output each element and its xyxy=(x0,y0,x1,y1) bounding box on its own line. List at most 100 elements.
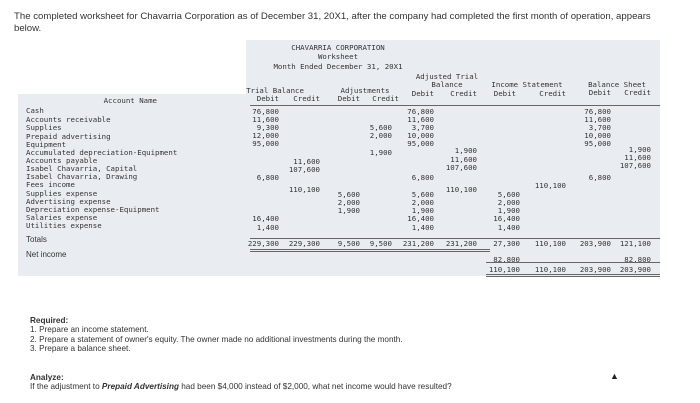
cell-value: 1,900 xyxy=(411,206,434,215)
cell-value: 203,900 xyxy=(579,239,611,248)
account-name: Salaries expense xyxy=(26,213,98,222)
rule-line xyxy=(486,274,660,277)
cell-value: 3,700 xyxy=(588,123,611,132)
cell-value: 95,000 xyxy=(407,139,434,148)
final-total-value: 110,100 xyxy=(488,265,520,274)
worksheet-period: Month Ended December 31, 20X1 xyxy=(273,62,403,71)
cell-value: 121,100 xyxy=(619,239,651,248)
cell-value: 5,600 xyxy=(411,190,434,199)
cell-value: 1,900 xyxy=(337,206,360,215)
cell-value: 2,000 xyxy=(337,198,360,207)
cell-value: 6,800 xyxy=(588,173,611,182)
cell-value: 76,800 xyxy=(252,107,279,116)
cell-value: 9,300 xyxy=(256,123,279,132)
header-credit: Credit xyxy=(450,89,477,98)
cell-value: 110,100 xyxy=(534,181,566,190)
header-adjusted-trial: Balance xyxy=(431,80,463,89)
account-name: Prepaid advertising xyxy=(26,132,111,141)
required-item: 2. Prepare a statement of owner's equity… xyxy=(30,334,403,344)
cell-value: 11,600 xyxy=(624,153,651,162)
cell-value: 16,400 xyxy=(407,214,434,223)
header-income-statement: Income Statement xyxy=(491,80,563,89)
header-trial-balance: Trial Balance xyxy=(246,86,304,95)
header-debit: Debit xyxy=(256,94,279,103)
required-heading: Required: xyxy=(30,316,69,325)
cell-value: 76,800 xyxy=(584,107,611,116)
cell-value: 1,900 xyxy=(454,146,477,155)
cell-value: 1,900 xyxy=(497,206,520,215)
account-name: Cash xyxy=(26,106,44,115)
cell-value: 107,600 xyxy=(619,161,651,170)
header-debit: Debit xyxy=(588,88,611,97)
account-name: Accounts payable xyxy=(26,156,98,165)
cell-value: 82,800 xyxy=(624,255,651,264)
header-balance-sheet: Balance Sheet xyxy=(588,80,646,89)
cell-value: 10,000 xyxy=(584,131,611,140)
header-debit: Debit xyxy=(493,89,516,98)
cell-value: 11,600 xyxy=(407,115,434,124)
worksheet-title: Worksheet xyxy=(317,52,359,61)
cell-value: 95,000 xyxy=(584,139,611,148)
cell-value: 10,000 xyxy=(407,131,434,140)
required-item: 3. Prepare a balance sheet. xyxy=(30,344,131,354)
rule-line xyxy=(486,262,660,263)
cell-value: 5,600 xyxy=(497,190,520,199)
rule-line xyxy=(250,105,660,106)
final-total-value: 203,900 xyxy=(619,265,651,274)
cell-value: 2,000 xyxy=(497,198,520,207)
header-adjustments: Adjustments xyxy=(340,86,390,95)
cell-value: 1,400 xyxy=(256,223,279,232)
cell-value: 9,500 xyxy=(337,239,360,248)
cell-value: 5,600 xyxy=(369,123,392,132)
cell-value: 107,600 xyxy=(445,163,477,172)
account-name: Totals xyxy=(26,235,47,244)
rule-line xyxy=(250,249,490,252)
account-name: Accounts receivable xyxy=(26,115,111,124)
cell-value: 11,600 xyxy=(450,155,477,164)
account-name: Supplies expense xyxy=(26,189,98,198)
cell-value: 107,600 xyxy=(288,165,320,174)
header-debit: Debit xyxy=(411,89,434,98)
required-item: 1. Prepare an income statement. xyxy=(30,325,149,335)
final-total-value: 110,100 xyxy=(534,265,566,274)
account-name: Advertising expense xyxy=(26,197,111,206)
cell-value: 1,900 xyxy=(369,148,392,157)
cell-value: 231,200 xyxy=(445,239,477,248)
cell-value: 2,000 xyxy=(411,198,434,207)
required-section: Required: 1. Prepare an income statement… xyxy=(30,316,403,354)
cell-value: 110,100 xyxy=(445,185,477,194)
cell-value: 1,400 xyxy=(411,223,434,232)
cell-value: 9,500 xyxy=(369,239,392,248)
cell-value: 2,000 xyxy=(369,131,392,140)
header-credit: Credit xyxy=(293,94,320,103)
account-name: Equipment xyxy=(26,140,67,149)
header-account-name: Account Name xyxy=(103,96,157,105)
cell-value: 16,400 xyxy=(252,214,279,223)
intro-text: The completed worksheet for Chavarria Co… xyxy=(14,11,651,34)
cell-value: 229,300 xyxy=(247,239,279,248)
account-name: Utilities expense xyxy=(26,221,102,230)
header-credit: Credit xyxy=(624,88,651,97)
header-credit: Credit xyxy=(372,94,399,103)
worksheet-background xyxy=(246,40,660,276)
cell-value: 6,800 xyxy=(411,173,434,182)
rule-line xyxy=(486,238,660,239)
worksheet-company: CHAVARRIA CORPORATION xyxy=(291,43,385,52)
cell-value: 110,100 xyxy=(534,239,566,248)
cell-value: 110,100 xyxy=(288,185,320,194)
cell-value: 1,900 xyxy=(628,145,651,154)
header-debit: Debit xyxy=(337,94,360,103)
account-name: Fees income xyxy=(26,180,75,189)
cell-value: 229,300 xyxy=(288,239,320,248)
header-adjusted-trial: Adjusted Trial xyxy=(415,72,479,81)
analyze-heading: Analyze: xyxy=(30,373,64,382)
cell-value: 11,600 xyxy=(293,157,320,166)
cell-value: 6,800 xyxy=(256,173,279,182)
worksheet-account-background xyxy=(18,94,246,276)
account-name: Accumulated depreciation-Equipment xyxy=(26,148,178,157)
mouse-cursor-icon: ▲ xyxy=(610,371,619,381)
header-credit: Credit xyxy=(539,89,566,98)
final-total-value: 203,900 xyxy=(579,265,611,274)
cell-value: 16,400 xyxy=(493,214,520,223)
cell-value: 76,800 xyxy=(407,107,434,116)
